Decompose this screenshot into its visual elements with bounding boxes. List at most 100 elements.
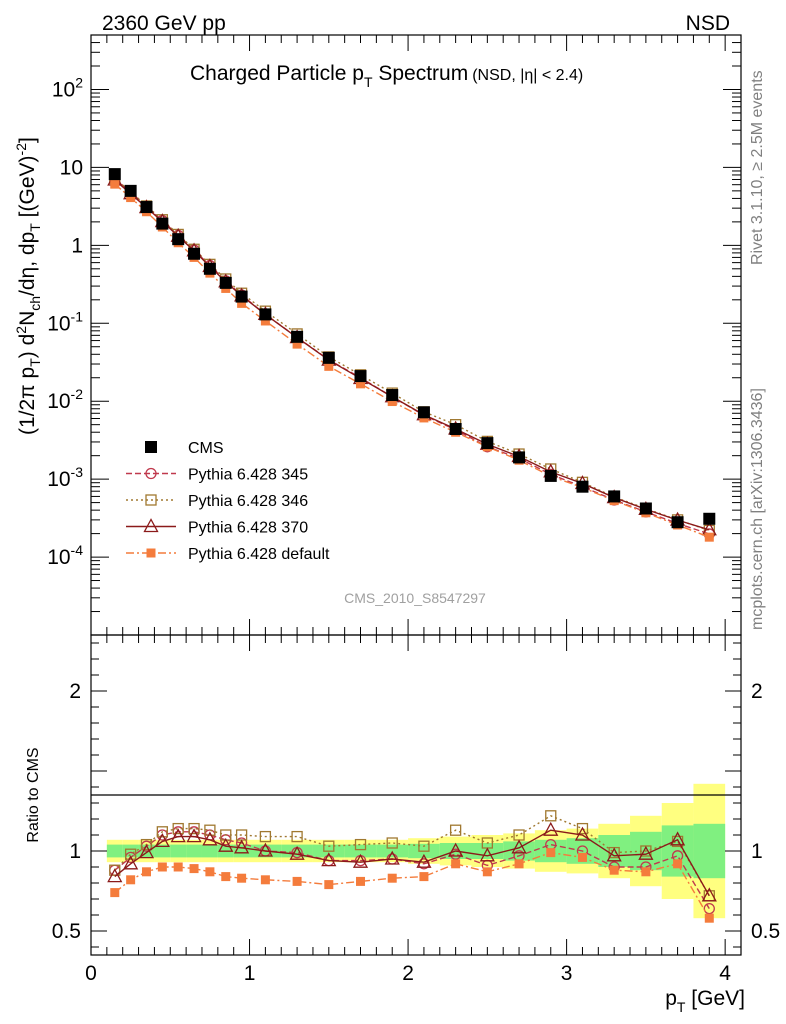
ratio-data-point xyxy=(123,855,139,870)
main-y-tick-label: 10 xyxy=(60,156,83,179)
chart-title-note: (NSD, |η| < 2.4) xyxy=(472,67,583,84)
ratio-data-point xyxy=(109,864,121,876)
data-point xyxy=(172,233,185,246)
ratio-data-point xyxy=(126,875,136,885)
chart-title-rest: Spectrum xyxy=(373,62,469,85)
ratio-data-point xyxy=(703,902,715,915)
main-plot-area xyxy=(107,168,717,542)
data-point xyxy=(124,184,137,197)
data-point xyxy=(704,532,714,542)
ratio-data-point xyxy=(204,824,216,836)
ratio-y-tick-label-left: 0.5 xyxy=(52,920,81,943)
data-point xyxy=(639,502,652,515)
ratio-series-line xyxy=(114,831,710,909)
ratio-data-point xyxy=(451,859,461,869)
series-cms xyxy=(108,168,716,529)
data-point xyxy=(544,469,557,482)
ratio-data-point xyxy=(669,831,686,846)
ratio-data-point xyxy=(449,824,462,836)
ratio-data-point xyxy=(577,852,587,862)
main-y-tick-label: 10-1 xyxy=(47,308,83,335)
series-pythia-6-428-345 xyxy=(109,172,715,540)
data-point xyxy=(417,406,430,419)
data-point xyxy=(235,290,248,303)
data-point xyxy=(203,262,216,275)
legend-marker xyxy=(146,548,156,558)
legend-label: Pythia 6.428 346 xyxy=(188,493,308,510)
data-point xyxy=(513,451,526,464)
ratio-data-point xyxy=(546,848,556,858)
ratio-data-point xyxy=(156,826,168,838)
ratio-data-point xyxy=(257,842,273,857)
ratio-data-point xyxy=(259,830,272,843)
ratio-y-tick-label-right: 1 xyxy=(751,840,763,863)
data-point xyxy=(219,276,232,289)
band-inner xyxy=(186,844,202,858)
data-point xyxy=(449,422,462,435)
ratio-data-point xyxy=(124,848,137,860)
ratio-x-tick-label: 0 xyxy=(85,962,97,985)
ratio-data-point xyxy=(574,826,591,841)
ratio-data-point xyxy=(323,840,335,852)
ratio-data-point xyxy=(292,876,302,886)
data-point xyxy=(237,298,247,308)
ratio-data-point xyxy=(205,867,215,877)
series-line xyxy=(114,183,710,538)
ratio-data-point xyxy=(419,872,429,882)
ratio-y-tick-label-right: 0.5 xyxy=(751,920,780,943)
ratio-data-point xyxy=(352,853,369,868)
ratio-data-point xyxy=(511,839,527,854)
ratio-data-point xyxy=(172,822,184,835)
ratio-data-point xyxy=(189,864,199,874)
main-x-axis-ticks xyxy=(90,35,742,635)
legend-label: Pythia 6.428 370 xyxy=(188,520,308,537)
ratio-y-label: Ratio to CMS xyxy=(25,747,42,842)
ratio-data-point xyxy=(221,872,231,882)
main-y-tick-label: 10-3 xyxy=(47,464,83,491)
main-y-axis: 10-4 10-3 10-2 10-1 1 10 102 xyxy=(47,34,741,636)
band-inner xyxy=(344,844,377,858)
legend-marker xyxy=(143,518,159,533)
ratio-data-point xyxy=(186,828,202,843)
legend-item-pythia-6-428-345: Pythia 6.428 345 xyxy=(126,467,308,484)
ratio-plot-area xyxy=(107,810,717,923)
ratio-data-point xyxy=(202,831,218,846)
ratio-data-point xyxy=(170,828,186,843)
data-point xyxy=(576,480,589,493)
ratio-data-point xyxy=(289,845,305,860)
band-inner xyxy=(106,844,123,858)
ratio-x-label: pT [GeV] xyxy=(665,987,745,1015)
ratio-data-point xyxy=(324,880,334,890)
data-point xyxy=(387,397,397,407)
main-y-tick-label: 10-4 xyxy=(47,542,83,569)
ratio-data-point xyxy=(384,850,400,865)
ratio-data-point xyxy=(514,859,524,869)
ratio-x-tick-label: 1 xyxy=(244,962,256,985)
ratio-data-point xyxy=(638,845,654,860)
ratio-data-point xyxy=(673,859,683,869)
ratio-y-tick-label-left: 2 xyxy=(69,680,81,703)
legend: CMS Pythia 6.428 345 Pythia 6.428 346 Pythi… xyxy=(126,440,330,563)
main-frame xyxy=(90,34,742,636)
legend-label: Pythia 6.428 345 xyxy=(188,467,308,484)
ratio-data-point xyxy=(157,862,167,872)
ratio-data-point xyxy=(448,842,464,857)
data-point xyxy=(386,389,399,402)
ratio-data-point xyxy=(416,853,432,868)
ratio-data-point xyxy=(576,822,589,835)
data-point xyxy=(140,201,153,214)
ratio-data-point xyxy=(321,852,337,867)
series-line xyxy=(114,177,710,532)
ratio-data-point xyxy=(609,865,619,875)
data-point xyxy=(356,379,366,389)
ratio-data-point xyxy=(173,862,183,872)
band-inner xyxy=(471,843,504,859)
ratio-data-point xyxy=(386,837,398,849)
data-point xyxy=(156,217,169,230)
band-inner xyxy=(693,823,726,879)
main-panel: 10-4 10-3 10-2 10-1 1 10 102 Charged Particle … xyxy=(13,34,742,636)
chart-title-main: Charged Particle p xyxy=(190,62,364,85)
ratio-data-point xyxy=(260,875,270,885)
chart-title: Charged Particle pT Spectrum (NSD, |η| < … xyxy=(190,62,583,90)
data-point xyxy=(354,370,367,383)
